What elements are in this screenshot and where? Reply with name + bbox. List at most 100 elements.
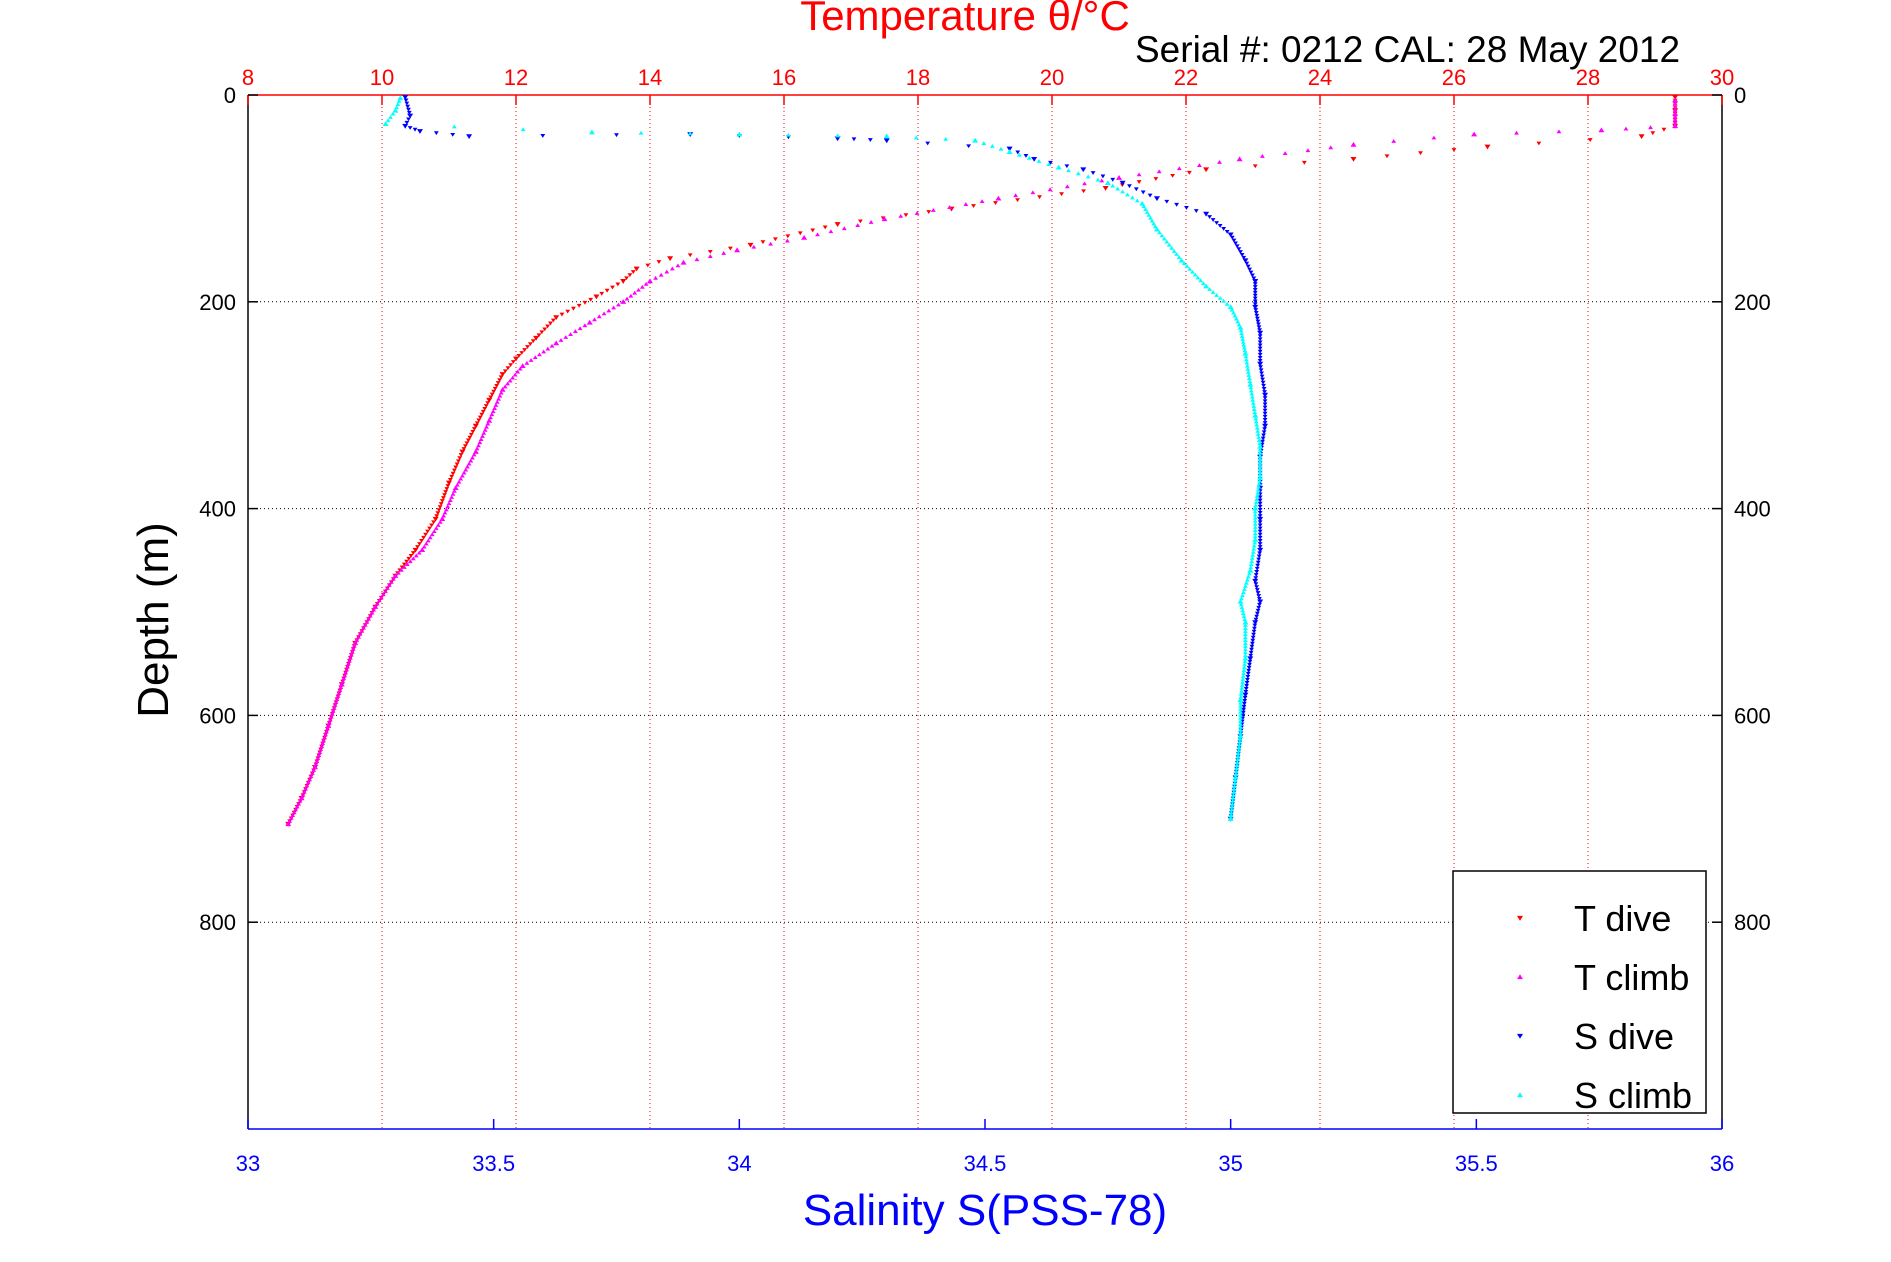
t-climb-point [1328, 145, 1334, 150]
s-dive-point [1257, 516, 1264, 522]
s-dive-point [1262, 390, 1267, 394]
s-climb-point [1238, 721, 1243, 726]
salinity-axis-title: Salinity S(PSS-78) [803, 1186, 1167, 1235]
t-dive-point [450, 471, 456, 476]
t-dive-point [1484, 144, 1491, 150]
s-dive-point [1257, 334, 1263, 339]
t-climb-point [433, 526, 439, 530]
s-climb-point [1016, 152, 1022, 157]
s-dive-point [1262, 396, 1268, 401]
s-climb-point [1242, 659, 1248, 664]
s-dive-point [1258, 368, 1264, 373]
t-climb-point [499, 386, 506, 392]
s-climb-point [1006, 149, 1013, 154]
t-dive-point [1587, 138, 1593, 142]
s-climb-point [687, 131, 693, 136]
t-climb-point [1672, 123, 1679, 129]
t-climb-point [413, 553, 419, 558]
t-dive-point [465, 438, 471, 443]
t-climb-point [494, 399, 500, 404]
s-dive-point [1140, 190, 1146, 195]
t-climb-point [653, 275, 658, 280]
s-climb-point [1252, 412, 1259, 418]
s-climb-point [1238, 700, 1243, 705]
t-dive-point [462, 444, 468, 449]
s-climb-point [1250, 397, 1256, 402]
s-dive-point [1257, 551, 1263, 556]
s-climb-point [1228, 813, 1234, 818]
t-climb-point [345, 664, 350, 669]
t-climb-point [288, 816, 294, 820]
t-dive-point [483, 404, 489, 408]
s-climb-point [1178, 257, 1185, 263]
t-climb-point [474, 446, 480, 451]
s-dive-point [1261, 433, 1266, 438]
t-climb-point [427, 535, 433, 540]
s-dive-point [1255, 608, 1261, 613]
t-climb-point [1282, 151, 1288, 155]
depth-axis-title: Depth (m) [129, 522, 178, 718]
t-dive-point [476, 418, 482, 423]
s-climb-point [1238, 706, 1243, 711]
s-dive-point [1184, 206, 1189, 210]
s-dive-point [1080, 167, 1087, 173]
t-climb-point [328, 714, 334, 719]
s-climb-point [1238, 730, 1243, 735]
s-climb-point [883, 133, 890, 139]
s-climb-point [1245, 574, 1251, 579]
s-climb-point [989, 144, 995, 148]
axes-frame [247, 94, 1723, 1130]
t-climb-point [349, 649, 355, 654]
s-climb-point [1242, 348, 1248, 353]
s-climb-point [1233, 316, 1239, 321]
t-dive-point [432, 516, 439, 522]
s-climb-point [1252, 512, 1258, 517]
t-dive-point [457, 456, 463, 461]
s-dive-point [614, 133, 619, 138]
t-climb-point [572, 329, 578, 334]
t-climb-point [376, 598, 382, 603]
t-climb-point [445, 504, 451, 509]
t-climb-point [388, 579, 394, 584]
t-climb-point [410, 556, 416, 561]
serial-calibration-label: Serial #: 0212 CAL: 28 May 2012 [1135, 29, 1680, 70]
t-climb-point [868, 220, 874, 224]
s-climb-point [1232, 778, 1238, 783]
t-climb-point [639, 284, 645, 289]
t-dive-point [408, 554, 414, 558]
t-climb-point [437, 519, 443, 524]
t-climb-point [315, 756, 321, 760]
s-dive-point [1257, 328, 1263, 333]
t-climb-point [1099, 178, 1105, 183]
s-climb-point [1203, 283, 1210, 289]
t-climb-point [537, 352, 542, 357]
s-climb-point [1055, 164, 1062, 170]
s-dive-point [1257, 597, 1262, 601]
t-dive-point [495, 381, 501, 385]
s-dive-point [1203, 211, 1210, 217]
s-climb-point [1252, 515, 1258, 520]
t-climb-point [815, 232, 820, 237]
s-climb-point [1255, 487, 1261, 492]
s-dive-point [1260, 436, 1266, 441]
t-dive-point [516, 354, 522, 358]
s-climb-point [1243, 357, 1249, 362]
s-climb-point [1229, 307, 1235, 312]
s-climb-point [1036, 159, 1042, 163]
s-climb-point [1238, 727, 1243, 732]
t-climb-point [1672, 108, 1678, 112]
s-climb-point [1249, 394, 1255, 399]
s-climb-point [1210, 290, 1216, 294]
s-climb-point [1130, 195, 1135, 200]
s-climb-point [786, 132, 791, 137]
s-climb-point [1187, 266, 1193, 271]
t-climb-point [768, 241, 773, 246]
t-climb-point [1514, 130, 1519, 135]
s-dive-point [1257, 547, 1264, 553]
s-dive-point [1250, 638, 1256, 643]
t-dive-point [492, 386, 498, 391]
t-climb-point [721, 251, 727, 255]
t-climb-point [429, 532, 435, 537]
s-climb-point [1237, 736, 1243, 741]
s-dive-point [1257, 346, 1263, 351]
